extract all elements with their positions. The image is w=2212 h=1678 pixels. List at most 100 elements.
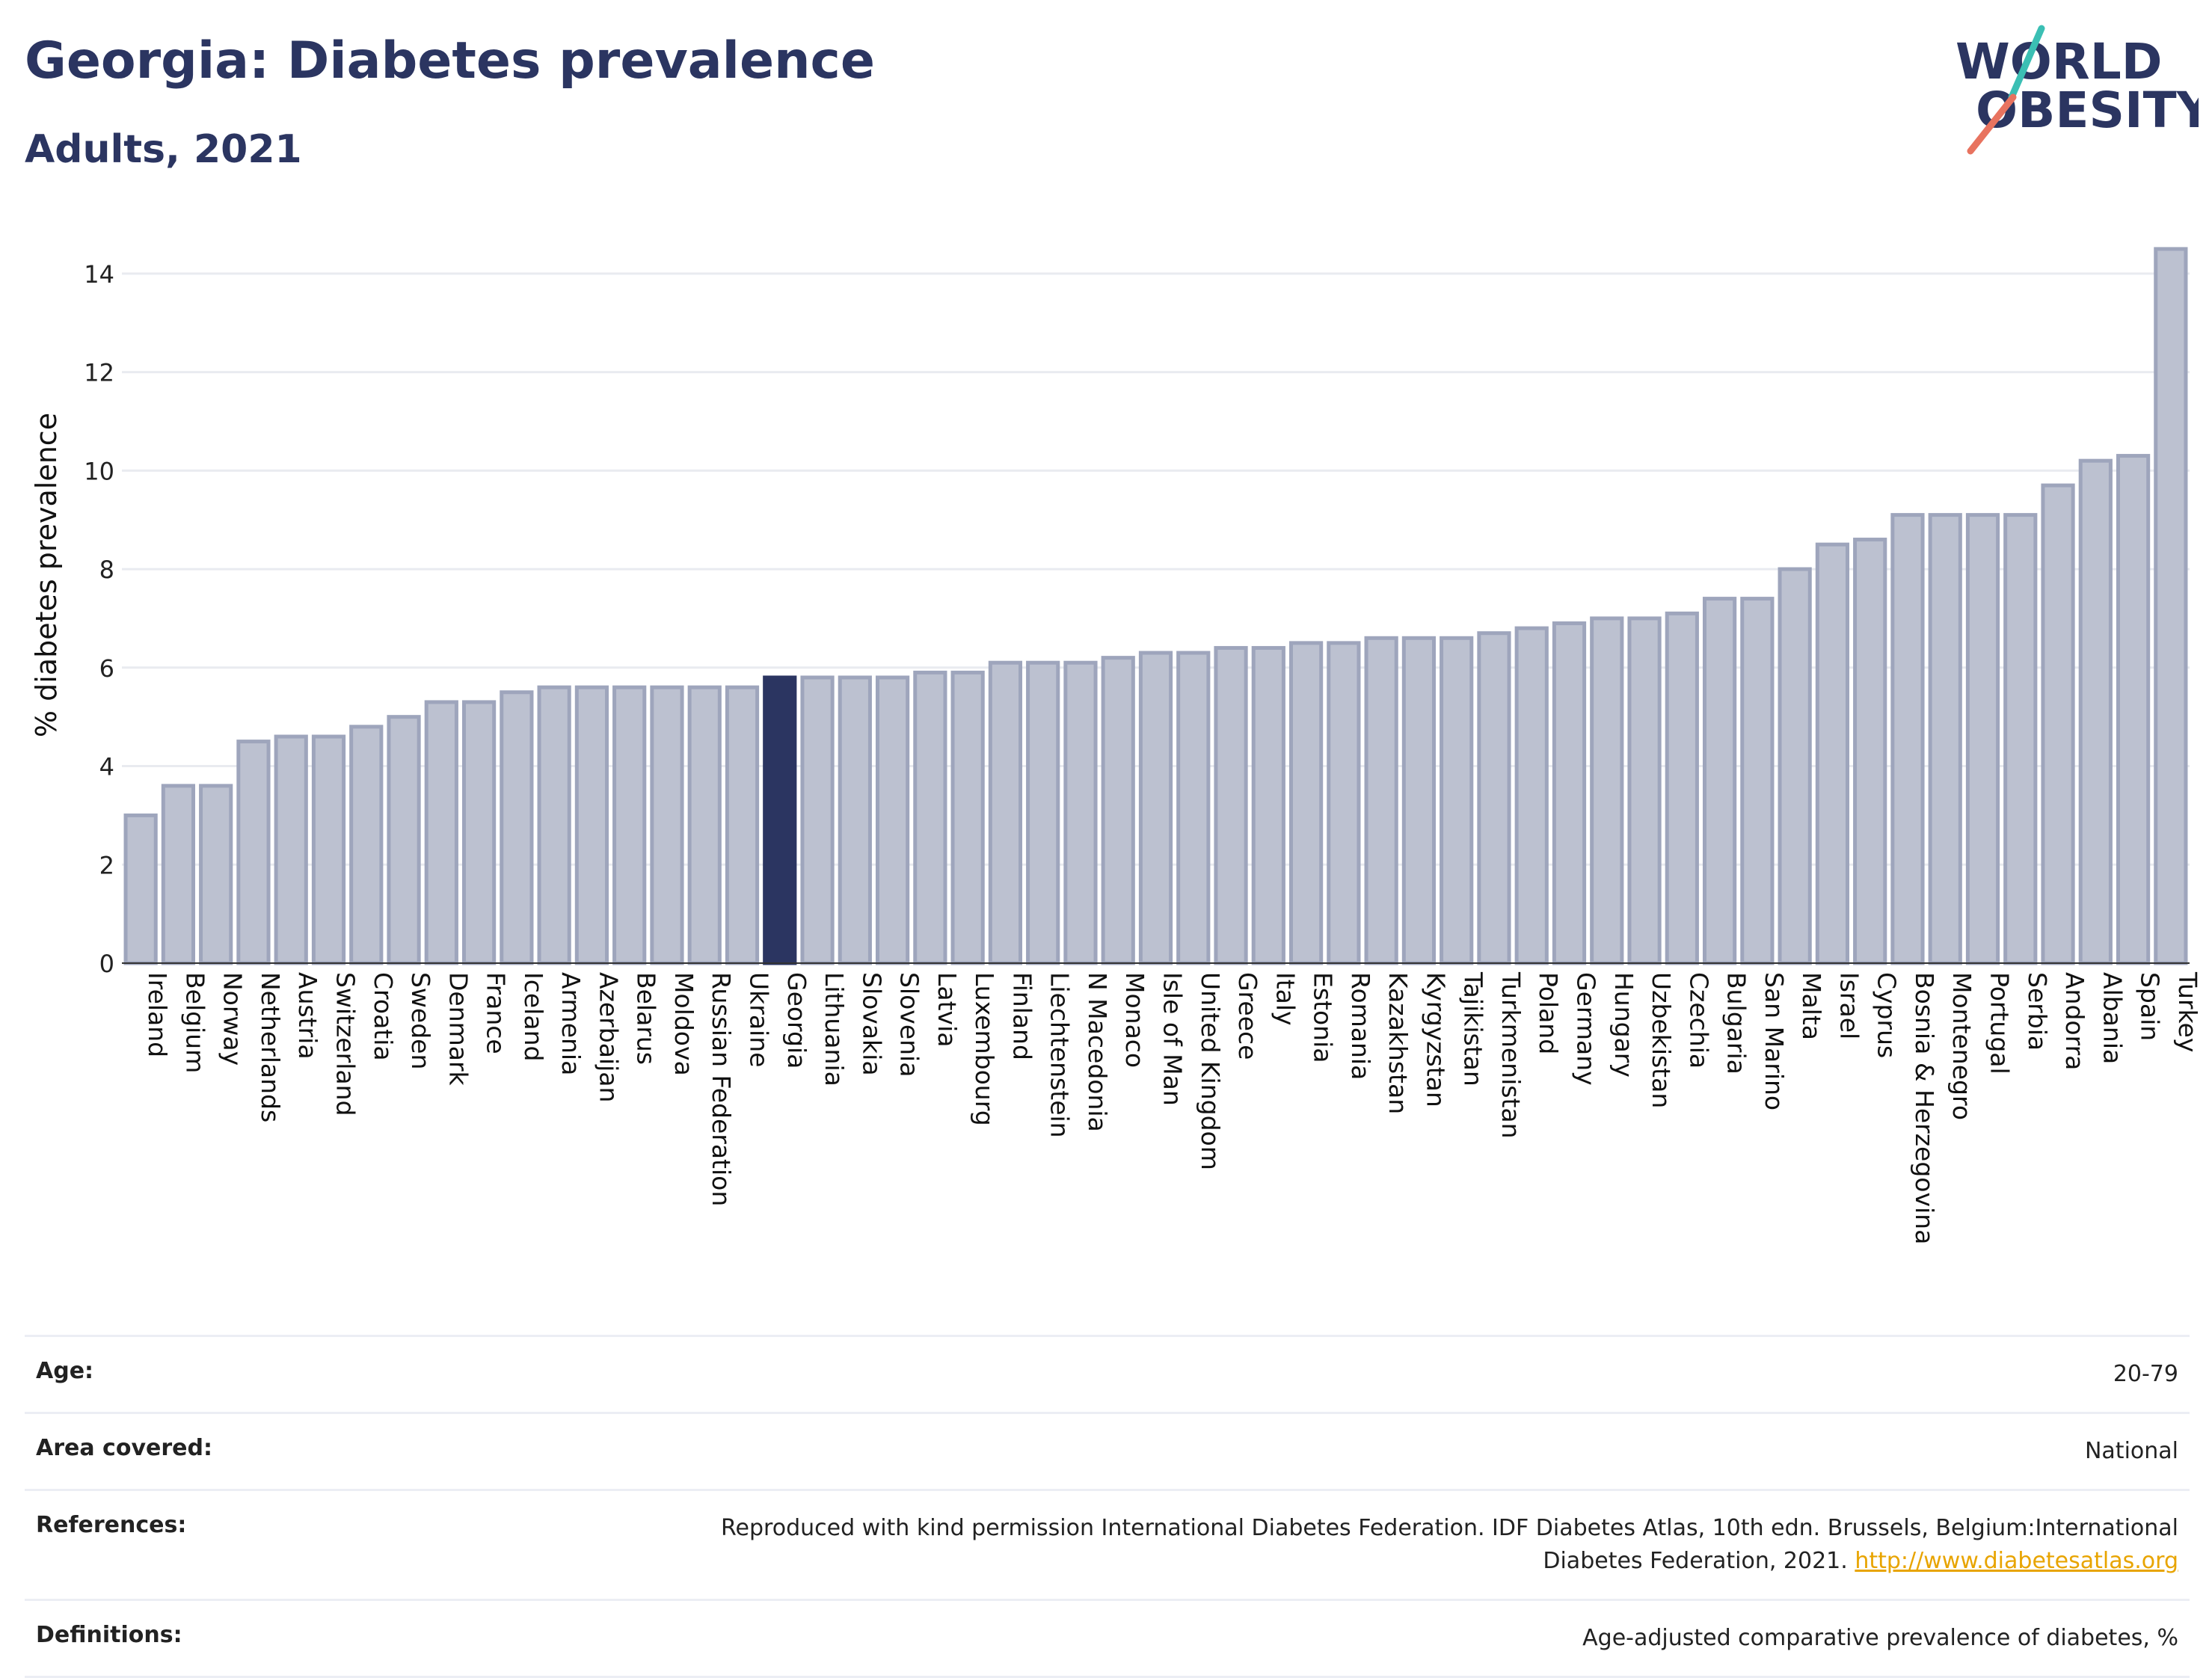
bar[interactable] xyxy=(1364,636,1398,965)
x-tick-label: Kyrgyzstan xyxy=(1421,972,1450,1107)
bar[interactable] xyxy=(687,685,722,965)
info-label-age: Age: xyxy=(36,1358,94,1384)
x-tick-label: Czechia xyxy=(1684,972,1713,1069)
y-tick-label: 4 xyxy=(99,753,114,781)
x-tick-label: Estonia xyxy=(1309,972,1338,1063)
info-row-definitions: Definitions: Age-adjusted comparative pr… xyxy=(25,1599,2190,1678)
y-axis-title: % diabetes prevalence xyxy=(30,413,63,737)
bar[interactable] xyxy=(2003,513,2038,965)
bar[interactable] xyxy=(387,715,421,965)
logo-text-world: WORLD xyxy=(1956,33,2163,90)
references-text: Reproduced with kind permission Internat… xyxy=(721,1515,2178,1574)
x-tick-label: Italy xyxy=(1271,972,1300,1026)
bar[interactable] xyxy=(1590,616,1624,965)
bar[interactable] xyxy=(500,690,534,965)
x-tick-label: Isle of Man xyxy=(1158,972,1188,1106)
bar[interactable] xyxy=(1740,597,1775,965)
bar[interactable] xyxy=(311,734,346,965)
world-obesity-logo[interactable]: WORLD OBESITY xyxy=(1944,22,2199,157)
bar[interactable] xyxy=(161,784,196,965)
y-tick-label: 6 xyxy=(99,654,114,683)
bar[interactable] xyxy=(1401,636,1437,965)
bar[interactable] xyxy=(1214,645,1248,965)
x-tick-label: Latvia xyxy=(933,972,962,1047)
bar[interactable] xyxy=(537,685,571,965)
bar[interactable] xyxy=(2041,483,2075,965)
x-tick-label: Serbia xyxy=(2023,972,2052,1051)
bar[interactable] xyxy=(1627,616,1662,965)
bar[interactable] xyxy=(875,675,910,965)
bar[interactable] xyxy=(1928,513,1962,965)
bar[interactable] xyxy=(1665,611,1699,965)
bar[interactable] xyxy=(1176,651,1211,965)
bar[interactable] xyxy=(574,685,609,965)
bar[interactable] xyxy=(199,784,233,965)
x-tick-label: Georgia xyxy=(782,972,811,1069)
info-value-definitions: Age-adjusted comparative prevalence of d… xyxy=(1582,1625,2178,1651)
info-value-area: National xyxy=(2084,1438,2178,1464)
x-tick-label: Andorra xyxy=(2060,972,2089,1070)
bar[interactable] xyxy=(123,813,158,965)
bar[interactable] xyxy=(1288,641,1324,965)
info-label-references: References: xyxy=(36,1512,187,1538)
bar[interactable] xyxy=(1440,636,1474,965)
x-tick-label: Bosnia & Herzegovina xyxy=(1910,972,1939,1244)
x-tick-label: Israel xyxy=(1834,972,1864,1039)
x-tick-label: San Marino xyxy=(1760,972,1789,1110)
x-tick-label: Liechtenstein xyxy=(1045,972,1075,1138)
info-label-definitions: Definitions: xyxy=(36,1622,182,1648)
bar[interactable] xyxy=(800,675,835,965)
bar[interactable] xyxy=(1778,567,1812,965)
bar[interactable] xyxy=(1965,513,2000,965)
bar[interactable] xyxy=(349,725,384,965)
x-tick-label: Tajikistan xyxy=(1459,971,1488,1087)
bar[interactable] xyxy=(1327,641,1361,965)
bar[interactable] xyxy=(725,685,760,965)
bar[interactable] xyxy=(1702,597,1737,965)
bar[interactable] xyxy=(913,670,947,965)
x-tick-label: Lithuania xyxy=(820,972,849,1087)
bar[interactable] xyxy=(1815,542,1850,965)
bar[interactable] xyxy=(274,734,308,965)
x-tick-label: Denmark xyxy=(443,972,473,1087)
bar[interactable] xyxy=(2116,454,2151,965)
bar[interactable] xyxy=(988,660,1023,965)
bar-highlighted[interactable] xyxy=(763,675,797,965)
x-tick-label: Switzerland xyxy=(331,972,360,1116)
bar[interactable] xyxy=(461,700,497,965)
bar[interactable] xyxy=(1477,631,1511,965)
x-tick-label: Luxembourg xyxy=(970,972,999,1126)
bar[interactable] xyxy=(1890,513,1925,965)
y-tick-label: 14 xyxy=(84,260,114,289)
references-link[interactable]: http://www.diabetesatlas.org xyxy=(1855,1548,2178,1574)
chart-subtitle: Adults, 2021 xyxy=(25,127,302,172)
info-row-area: Area covered: National xyxy=(25,1412,2190,1489)
bar[interactable] xyxy=(1514,626,1549,965)
bar[interactable] xyxy=(1101,656,1135,965)
x-tick-label: Turkmenistan xyxy=(1496,971,1526,1139)
bar[interactable] xyxy=(424,700,458,965)
bar[interactable] xyxy=(1026,660,1060,965)
bar[interactable] xyxy=(838,675,872,965)
bar[interactable] xyxy=(1063,660,1098,965)
bar[interactable] xyxy=(2154,247,2188,965)
x-tick-label: Moldova xyxy=(669,972,698,1076)
x-tick-label: Hungary xyxy=(1609,972,1638,1078)
bar[interactable] xyxy=(236,740,271,965)
bar[interactable] xyxy=(2078,458,2113,965)
x-tick-label: Netherlands xyxy=(256,972,285,1122)
x-tick-label: Russian Federation xyxy=(707,972,736,1206)
x-tick-label: Romania xyxy=(1346,972,1375,1080)
bar[interactable] xyxy=(1251,645,1285,965)
bar[interactable] xyxy=(1138,651,1173,965)
y-tick-labels: 0 2 4 6 8 10 12 14 xyxy=(84,260,114,978)
info-row-references: References: Reproduced with kind permiss… xyxy=(25,1489,2190,1599)
bar[interactable] xyxy=(612,685,647,965)
bar[interactable] xyxy=(1853,538,1887,965)
bar[interactable] xyxy=(650,685,684,965)
bar[interactable] xyxy=(1552,621,1587,965)
y-tick-label: 2 xyxy=(99,851,114,879)
bar[interactable] xyxy=(950,670,985,965)
x-tick-label: Greece xyxy=(1233,972,1262,1060)
x-tick-label: Belgium xyxy=(180,972,209,1073)
